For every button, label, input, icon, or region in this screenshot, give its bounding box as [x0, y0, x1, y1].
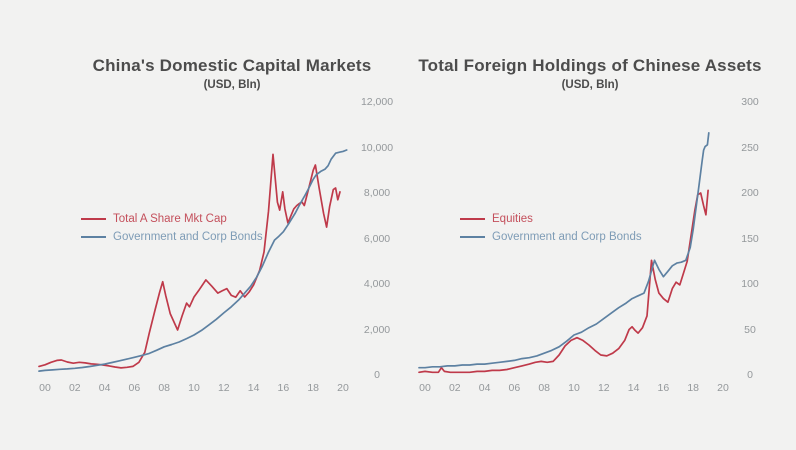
left-chart-legend: Total A Share Mkt Cap Government and Cor… — [81, 210, 263, 246]
y-axis-tick-label: 8,000 — [363, 187, 391, 199]
right-chart-x-axis: 00 02 04 06 08 10 12 14 16 18 20 — [0, 382, 796, 396]
y-axis-tick-label: 6,000 — [363, 232, 391, 245]
legend-label: Equities — [492, 213, 533, 225]
x-axis-tick-label: 04 — [98, 382, 111, 394]
x-axis-tick-label: 00 — [39, 382, 51, 394]
y-axis-tick-label: 50 — [744, 323, 756, 336]
legend-label: Government and Corp Bonds — [113, 231, 263, 243]
legend-line-swatch-red — [460, 218, 485, 220]
x-axis-tick-label: 20 — [337, 382, 349, 394]
x-axis-tick-label: 06 — [508, 382, 521, 394]
x-axis-tick-label: 18 — [687, 382, 700, 394]
legend-item: Government and Corp Bonds — [460, 228, 642, 246]
line-series — [418, 132, 710, 369]
left-chart-y-axis: 0 2,000 4,000 6,000 8,000 10,000 12,000 — [360, 0, 394, 450]
x-axis-tick-label: 12 — [597, 382, 610, 394]
y-axis-tick-label: 0 — [374, 369, 380, 381]
right-chart-subtitle: (USD, Bln) — [561, 79, 619, 91]
right-chart-y-axis: 0 50 100 150 200 250 300 — [734, 0, 766, 450]
legend-label: Total A Share Mkt Cap — [113, 213, 227, 225]
y-axis-tick-label: 10,000 — [360, 141, 394, 154]
x-axis-tick-label: 12 — [217, 382, 230, 394]
x-axis-tick-label: 20 — [717, 382, 729, 394]
x-axis-tick-label: 02 — [68, 382, 81, 394]
legend-line-swatch-blue — [81, 236, 106, 238]
left-chart-x-axis: 00 02 04 06 08 10 12 14 16 18 20 — [0, 382, 796, 396]
x-axis-tick-label: 00 — [419, 382, 431, 394]
line-series — [38, 153, 341, 369]
legend-item: Equities — [460, 210, 642, 228]
y-axis-tick-label: 0 — [747, 369, 753, 381]
x-axis-tick-label: 02 — [448, 382, 461, 394]
x-axis-tick-label: 16 — [657, 382, 670, 394]
x-axis-tick-label: 10 — [188, 382, 200, 394]
x-axis-tick-label: 18 — [307, 382, 320, 394]
left-chart-title: China's Domestic Capital Markets — [92, 56, 372, 75]
x-axis-tick-label: 14 — [247, 382, 260, 394]
left-chart-subtitle: (USD, Bln) — [203, 79, 261, 91]
y-axis-tick-label: 4,000 — [363, 278, 391, 290]
legend-label: Government and Corp Bonds — [492, 231, 642, 243]
legend-item: Total A Share Mkt Cap — [81, 210, 263, 228]
x-axis-tick-label: 08 — [538, 382, 551, 394]
y-axis-tick-label: 100 — [741, 278, 759, 290]
x-axis-tick-label: 10 — [568, 382, 580, 394]
x-axis-tick-label: 08 — [158, 382, 171, 394]
y-axis-tick-label: 300 — [741, 96, 759, 108]
legend-line-swatch-red — [81, 218, 106, 220]
legend-item: Government and Corp Bonds — [81, 228, 263, 246]
line-series — [38, 149, 348, 372]
right-chart-title: Total Foreign Holdings of Chinese Assets — [418, 56, 762, 75]
y-axis-tick-label: 250 — [741, 141, 759, 154]
y-axis-tick-label: 2,000 — [363, 323, 391, 336]
right-chart-legend: Equities Government and Corp Bonds — [460, 210, 642, 246]
x-axis-tick-label: 14 — [627, 382, 640, 394]
x-axis-tick-label: 16 — [277, 382, 290, 394]
line-series — [418, 189, 709, 374]
x-axis-tick-label: 06 — [128, 382, 141, 394]
y-axis-tick-label: 150 — [741, 232, 759, 245]
x-axis-tick-label: 04 — [478, 382, 491, 394]
legend-line-swatch-blue — [460, 236, 485, 238]
y-axis-tick-label: 200 — [741, 187, 759, 199]
y-axis-tick-label: 12,000 — [360, 96, 394, 108]
